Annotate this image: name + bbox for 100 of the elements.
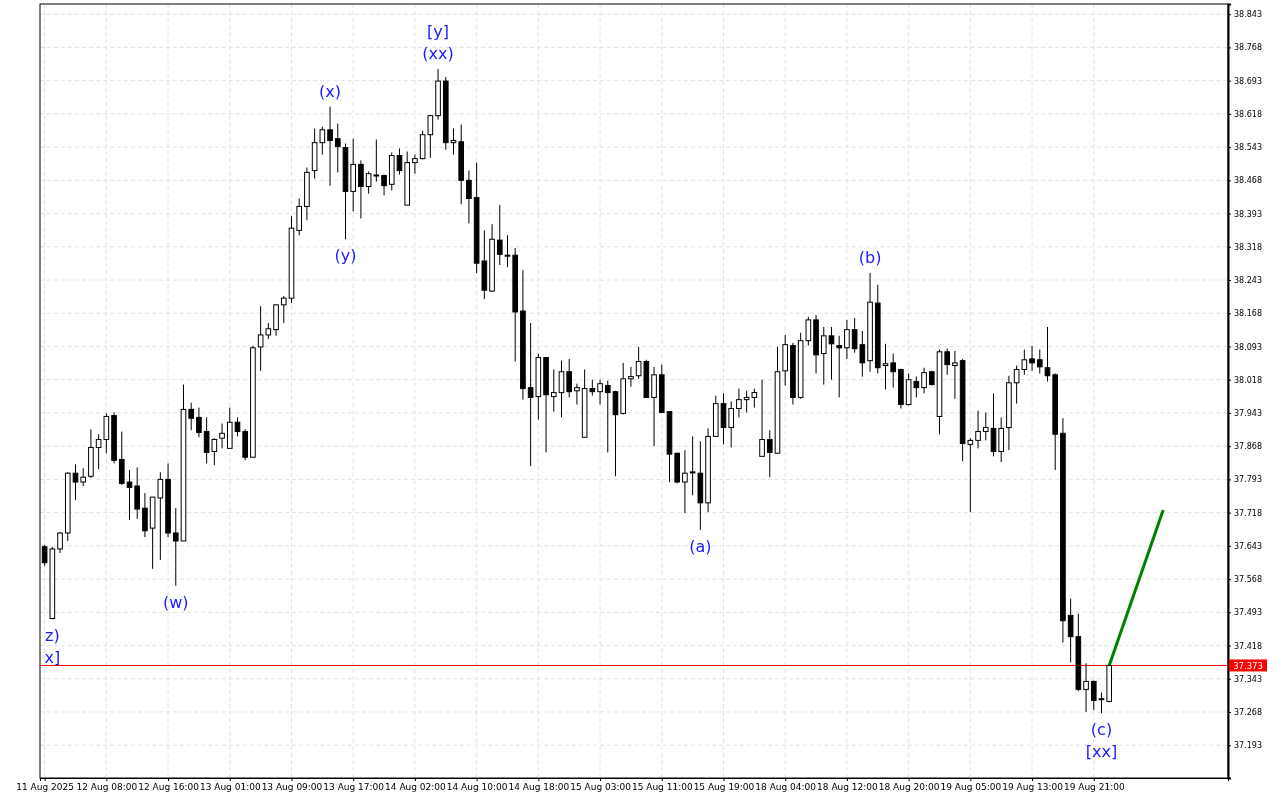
candlestick — [651, 366, 657, 447]
candlestick — [504, 234, 511, 268]
candlestick — [134, 466, 141, 520]
y-tick-label: 37.718 — [1234, 508, 1262, 518]
candlestick — [982, 411, 989, 441]
candlestick — [766, 429, 773, 478]
x-tick-label: 11 Aug 2025 — [16, 782, 74, 793]
candlestick — [720, 392, 727, 445]
y-tick-label: 37.868 — [1234, 442, 1262, 452]
candlestick — [597, 379, 603, 406]
candlestick — [496, 204, 503, 266]
candlestick — [952, 350, 958, 400]
candlestick — [728, 400, 735, 448]
candlestick — [196, 407, 202, 438]
annotation: (y) — [334, 246, 357, 266]
x-tick-label: 13 Aug 01:00 — [199, 782, 261, 793]
candlestick — [412, 154, 418, 175]
annotation: [y] — [427, 22, 450, 42]
x-tick-label: 15 Aug 03:00 — [570, 782, 632, 793]
candlestick — [990, 392, 997, 457]
candlestick — [280, 295, 287, 324]
y-tick-label: 37.268 — [1234, 708, 1262, 718]
y-tick-label: 37.943 — [1234, 408, 1262, 418]
annotation: x] — [44, 648, 61, 668]
candlestick — [682, 449, 688, 514]
annotation: (b) — [858, 247, 882, 267]
x-tick-label: 14 Aug 10:00 — [446, 782, 508, 793]
x-tick-label: 14 Aug 02:00 — [385, 782, 447, 793]
annotation: z) — [45, 626, 60, 646]
candlestick — [820, 326, 827, 386]
x-tick-label: 13 Aug 09:00 — [261, 782, 323, 793]
y-tick-label: 38.768 — [1234, 43, 1262, 53]
candlestick — [1090, 680, 1097, 711]
y-tick-label: 37.493 — [1234, 608, 1262, 618]
x-tick-label: 14 Aug 18:00 — [508, 782, 570, 793]
annotation: [xx] — [1085, 742, 1118, 762]
y-tick-label: 38.618 — [1234, 109, 1262, 119]
candlestick — [1036, 349, 1043, 374]
y-tick-label: 37.193 — [1234, 741, 1262, 751]
x-tick-label: 12 Aug 16:00 — [138, 782, 200, 793]
candlestick — [118, 431, 125, 486]
candlestick — [975, 410, 981, 449]
x-tick-label: 15 Aug 19:00 — [693, 782, 755, 793]
candlestick — [1029, 345, 1035, 372]
candlestick — [944, 348, 951, 376]
y-tick-label: 37.793 — [1234, 475, 1262, 485]
y-tick-label: 38.018 — [1234, 375, 1262, 385]
candlestick — [882, 343, 889, 390]
y-tick-label: 38.843 — [1234, 10, 1262, 20]
y-tick-label: 37.343 — [1234, 674, 1262, 684]
candlestick — [628, 366, 634, 388]
candlestick — [327, 106, 333, 187]
candlestick — [334, 123, 341, 173]
candlestick — [72, 463, 79, 501]
y-tick-label: 38.318 — [1234, 242, 1262, 252]
annotation: (c) — [1090, 720, 1113, 740]
y-tick-label: 37.568 — [1234, 575, 1262, 585]
y-tick-label: 38.093 — [1234, 342, 1262, 352]
candlestick — [759, 379, 765, 457]
candlestick — [574, 383, 580, 406]
candlestick — [1083, 662, 1089, 713]
y-tick-label: 38.243 — [1234, 276, 1262, 286]
candlestick — [890, 353, 897, 389]
candlestick — [57, 531, 63, 554]
y-tick-label: 37.418 — [1234, 641, 1262, 651]
candlestick — [558, 360, 565, 418]
y-tick-label: 38.693 — [1234, 76, 1262, 86]
x-tick-label: 12 Aug 08:00 — [76, 782, 138, 793]
candlestick — [296, 198, 303, 236]
candlestick — [612, 390, 619, 477]
annotation: (xx) — [422, 44, 454, 64]
y-tick-label: 38.543 — [1234, 143, 1262, 153]
x-tick-label: 15 Aug 11:00 — [631, 782, 693, 793]
candlestick — [604, 380, 611, 453]
candlestick — [921, 367, 927, 394]
candlestick — [172, 507, 179, 587]
annotation: (w) — [162, 592, 189, 612]
x-tick-label: 18 Aug 20:00 — [878, 782, 940, 793]
y-tick-label: 37.643 — [1234, 541, 1262, 551]
ref-line-label: 37.373 — [1233, 660, 1263, 671]
annotation: (x) — [319, 81, 342, 101]
candlestick — [736, 388, 742, 418]
candlestick — [358, 159, 364, 219]
candlestick — [396, 147, 403, 176]
x-tick-label: 13 Aug 17:00 — [323, 782, 385, 793]
candlestick — [1044, 326, 1051, 382]
candlestick — [550, 369, 557, 413]
candlestick — [188, 402, 195, 431]
candlestick — [844, 319, 850, 360]
x-tick-label: 18 Aug 04:00 — [755, 782, 817, 793]
x-tick-label: 19 Aug 21:00 — [1063, 782, 1125, 793]
y-tick-label: 38.393 — [1234, 209, 1262, 219]
x-tick-label: 18 Aug 12:00 — [817, 782, 879, 793]
candlestick — [998, 416, 1005, 463]
candlestick — [126, 469, 133, 521]
candlestick — [836, 335, 843, 398]
candlestick — [142, 492, 148, 538]
y-tick-label: 38.468 — [1234, 176, 1262, 186]
candlestick — [1098, 691, 1105, 714]
annotation: (a) — [689, 536, 712, 556]
